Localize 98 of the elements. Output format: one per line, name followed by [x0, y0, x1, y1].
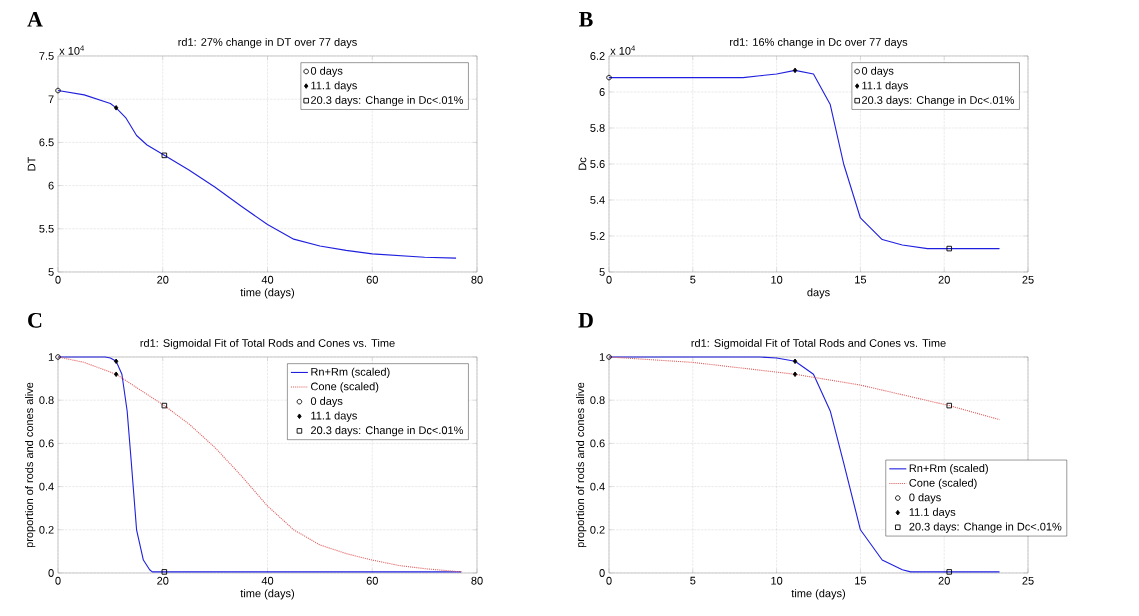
line-series — [608, 356, 1001, 421]
x-tick-label: 60 — [366, 275, 378, 284]
legend-label: 20.3 days: Change in Dc<.01% — [909, 522, 1062, 533]
y-tick-label: 6.5 — [39, 138, 54, 147]
x-tick-label: 25 — [1022, 275, 1034, 284]
y-tick-label: 6 — [599, 88, 605, 96]
legend-label: 11.1 days — [311, 411, 357, 422]
y-axis-title: Dc — [578, 157, 587, 170]
point — [113, 358, 119, 365]
point — [606, 74, 612, 81]
y-tick-label: 7 — [48, 95, 54, 103]
point — [113, 105, 119, 111]
y-tick-label: 5.5 — [39, 224, 54, 233]
y-tick-label: 0.8 — [39, 396, 54, 405]
chart-title: rd1: 27% change in DT over 77 days — [178, 37, 357, 49]
x-tick-label: 0 — [55, 576, 61, 585]
point — [55, 354, 61, 360]
x-tick-label: 5 — [690, 576, 696, 585]
y-axis-title: proportion of rods and cones alive — [25, 382, 36, 548]
y-tick-label: 5.4 — [590, 196, 605, 204]
chart-title: rd1: Sigmoidal Fit of Total Rods and Cones vs. Time — [140, 338, 395, 350]
x-axis-title: time (days) — [240, 589, 295, 600]
y-tick-label: 5 — [48, 268, 54, 276]
y-tick-label: 1 — [599, 353, 605, 361]
legend-label: 0 days — [310, 396, 343, 408]
x-tick-label: 80 — [471, 576, 483, 585]
y-tick-label: 0.8 — [590, 396, 605, 405]
y-tick-label: 5.8 — [590, 124, 605, 132]
x-tick-label: 10 — [771, 275, 783, 284]
x-tick-label: 10 — [771, 576, 783, 585]
x-axis-title: time (days) — [791, 589, 846, 600]
text: C — [28, 312, 42, 328]
legend-label: Cone (scaled) — [909, 478, 977, 489]
point — [606, 354, 612, 360]
y-axis-title: proportion of rods and cones alive — [576, 382, 587, 548]
legend-label: 11.1 days — [311, 81, 357, 92]
legend-label: 0 days — [310, 66, 343, 77]
y-tick-label: 6 — [48, 181, 54, 190]
point — [113, 371, 119, 378]
y-tick-label: 5.2 — [590, 232, 605, 240]
y-tick-label: 0.6 — [590, 439, 605, 448]
y-tick-label: 0.6 — [39, 439, 54, 448]
legend-label: Rn+Rm (scaled) — [909, 464, 988, 475]
text: x 10$^{4}$ — [610, 45, 636, 55]
x-tick-label: 20 — [938, 275, 950, 284]
y-axis-title: DT — [27, 156, 36, 171]
point — [946, 569, 952, 575]
legend-label: 20.3 days: Change in Dc<.01% — [311, 426, 464, 437]
y-tick-label: 0.4 — [39, 482, 54, 491]
x-tick-label: 25 — [1022, 576, 1034, 585]
x-tick-label: 60 — [366, 576, 378, 585]
y-tick-label: 5 — [599, 268, 605, 276]
point — [792, 67, 798, 74]
y-tick-label: 5.6 — [590, 160, 605, 168]
point — [161, 569, 168, 575]
legend-label: 11.1 days — [862, 81, 908, 92]
text: x 10$^{4}$ — [59, 45, 85, 55]
chart-title: rd1: Sigmoidal Fit of Total Rods and Cones vs. Time — [691, 338, 946, 350]
legend-label: Cone (scaled) — [311, 382, 379, 393]
point — [792, 358, 798, 365]
point — [161, 152, 168, 159]
x-axis-title: days — [807, 288, 830, 299]
y-tick-label: 7.5 — [39, 52, 54, 60]
y-tick-label: 0 — [599, 569, 605, 577]
y-tick-label: 6.2 — [590, 52, 605, 60]
x-tick-label: 40 — [261, 275, 274, 284]
chart-title: rd1: 16% change in Dc over 77 days — [730, 37, 908, 49]
point — [946, 402, 952, 409]
x-tick-label: 20 — [938, 576, 950, 585]
y-tick-label: 1 — [48, 353, 54, 361]
x-tick-label: 20 — [157, 275, 169, 284]
point — [161, 402, 168, 409]
point — [792, 371, 798, 378]
text: A — [27, 12, 43, 27]
y-tick-label: 0 — [48, 569, 54, 577]
text: B — [578, 12, 593, 27]
legend-label: 20.3 days: Change in Dc<.01% — [311, 95, 464, 107]
legend-label: Rn+Rm (scaled) — [311, 367, 390, 378]
x-axis-title: time (days) — [240, 288, 295, 299]
x-tick-label: 0 — [606, 576, 612, 585]
y-tick-label: 0.4 — [590, 482, 605, 491]
x-tick-label: 0 — [55, 275, 61, 284]
x-tick-label: 40 — [261, 576, 274, 585]
point — [55, 87, 61, 94]
x-tick-label: 20 — [157, 576, 169, 585]
legend-label: 0 days — [861, 66, 894, 77]
legend-label: 0 days — [909, 493, 941, 504]
x-tick-label: 0 — [606, 275, 612, 284]
point — [946, 245, 952, 252]
legend-label: 11.1 days — [909, 507, 956, 519]
x-tick-label: 80 — [471, 275, 483, 284]
x-tick-label: 15 — [855, 576, 867, 585]
x-tick-label: 15 — [855, 275, 867, 284]
y-tick-label: 0.2 — [39, 525, 54, 534]
legend-label: 20.3 days: Change in Dc<.01% — [862, 95, 1015, 107]
text: D — [578, 313, 593, 328]
y-tick-label: 0.2 — [590, 525, 605, 534]
x-tick-label: 5 — [690, 275, 696, 284]
